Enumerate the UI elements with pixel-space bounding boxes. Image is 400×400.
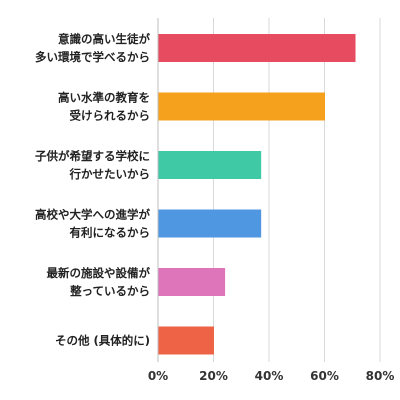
category-label: 最新の施設や設備が — [47, 266, 151, 280]
x-tick-label: 0% — [148, 369, 168, 383]
category-label: 意識の高い生徒が — [58, 32, 150, 46]
x-tick-label: 20% — [199, 369, 228, 383]
category-label: 高い水準の教育を — [58, 91, 150, 105]
bars-group — [158, 34, 356, 355]
x-tick-labels: 0% 20% 40% 60% 80% — [148, 369, 395, 383]
category-label: 子供が希望する学校に — [35, 149, 150, 163]
x-tick-label: 40% — [255, 369, 284, 383]
bar — [158, 326, 214, 355]
bar — [158, 268, 226, 296]
category-label: 有利になるから — [70, 226, 151, 240]
category-label: 整っているから — [69, 284, 150, 298]
category-label: その他 (具体的に) — [55, 334, 150, 348]
bar — [158, 34, 356, 62]
category-label: 多い環境で学べるから — [35, 50, 150, 64]
category-label: 行かせたいから — [69, 167, 151, 181]
x-tick-label: 80% — [366, 369, 395, 383]
category-label: 受けられるから — [70, 109, 151, 123]
x-tick-label: 60% — [310, 369, 339, 383]
gridlines — [157, 18, 381, 362]
category-label: 高校や大学への進学が — [35, 208, 150, 222]
category-labels: 意識の高い生徒が多い環境で学べるから高い水準の教育を受けられるから子供が希望する… — [35, 32, 150, 348]
bar — [158, 209, 262, 238]
bar — [158, 151, 262, 179]
bar — [158, 92, 325, 121]
